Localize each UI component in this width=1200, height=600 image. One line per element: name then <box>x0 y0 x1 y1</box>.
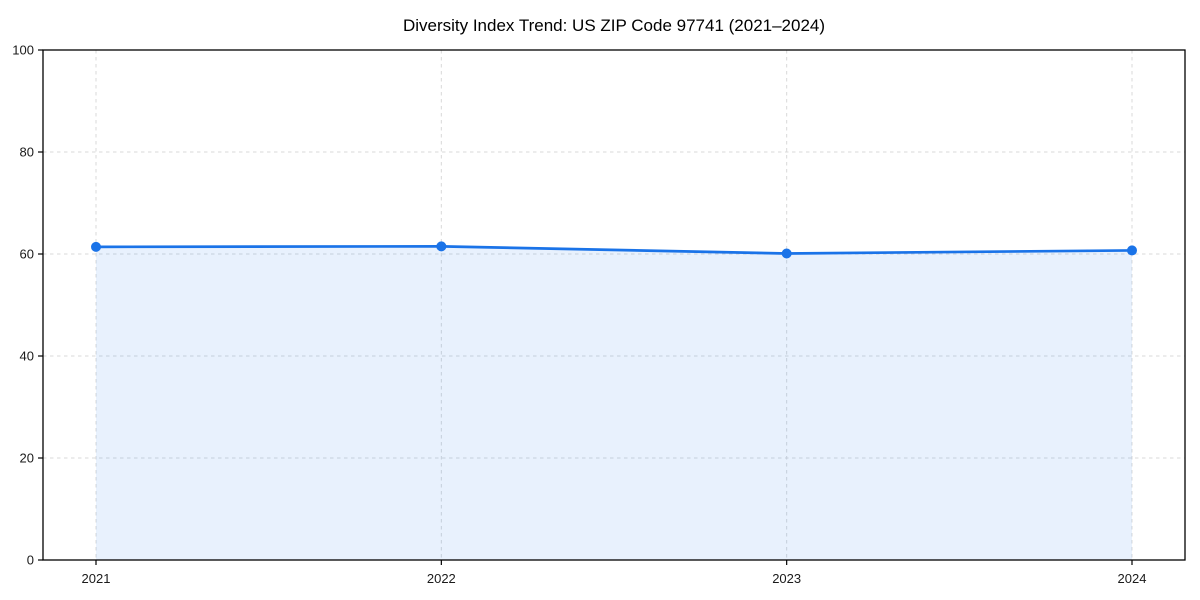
series-layer <box>91 241 1137 560</box>
y-tick-label: 20 <box>20 451 34 466</box>
data-point-2021 <box>91 241 101 252</box>
y-tick-label: 60 <box>20 247 34 262</box>
chart-title: Diversity Index Trend: US ZIP Code 97741… <box>403 16 825 35</box>
x-tick-label: 2023 <box>772 571 801 586</box>
axes-layer: 0 20 40 60 80 100 2021 2022 2023 2024 <box>12 43 1186 586</box>
trend-line <box>94 245 1134 255</box>
y-tick-label: 100 <box>12 43 34 58</box>
y-tick-label: 0 <box>27 553 34 568</box>
data-point-2023 <box>781 248 792 259</box>
y-tick-label: 40 <box>20 349 34 364</box>
y-tick-label: 80 <box>20 145 34 160</box>
plot-border <box>42 49 1186 561</box>
x-tick-label: 2024 <box>1118 571 1147 586</box>
data-point-2022 <box>436 241 447 252</box>
data-point-2024 <box>1127 245 1137 256</box>
area-fill <box>96 246 1132 560</box>
x-tick-label: 2021 <box>82 571 111 586</box>
x-tick-label: 2022 <box>427 571 456 586</box>
